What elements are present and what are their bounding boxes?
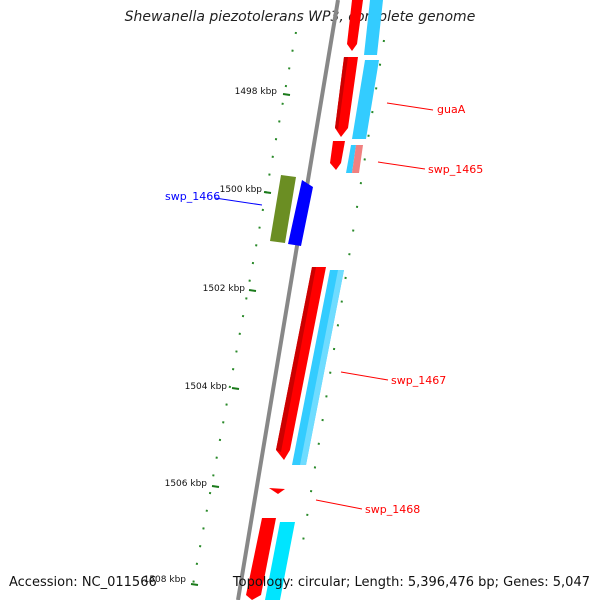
genome-summary-text: Topology: circular; Length: 5,396,476 bp… — [232, 575, 590, 590]
leader-swp-1468 — [315, 499, 363, 510]
gene-label-swp-1465[interactable]: swp_1465 — [428, 163, 483, 176]
cds-arrow[interactable] — [269, 488, 285, 494]
gene-bar[interactable] — [346, 145, 356, 173]
major-tick-1498 — [282, 93, 291, 96]
kbp-label: 1508 kbp — [144, 575, 187, 585]
gene-highlight — [300, 270, 344, 465]
gene-bar[interactable] — [364, 0, 383, 55]
feature-guaA[interactable] — [335, 57, 379, 139]
cds-shade — [276, 267, 316, 452]
kbp-label: 1506 kbp — [165, 479, 208, 489]
gene-label-guaA[interactable]: guaA — [437, 103, 466, 116]
major-tick-1504 — [231, 387, 240, 390]
major-tick-1508 — [190, 583, 199, 586]
leader-swp-1465 — [377, 161, 426, 170]
kbp-label: 1504 kbp — [185, 382, 228, 392]
major-tick-1502 — [248, 289, 257, 292]
gene-bar[interactable] — [270, 175, 296, 243]
kbp-label: 1500 kbp — [220, 185, 263, 195]
accession-text: Accession: NC_011566 — [9, 575, 157, 590]
major-tick-1506 — [211, 485, 220, 488]
cds-arrow[interactable] — [330, 141, 345, 170]
feature-swp-1467[interactable] — [276, 267, 344, 465]
feature-swp-1465[interactable] — [330, 141, 363, 173]
map-title: Shewanella piezotolerans WP3, complete g… — [124, 9, 476, 25]
gene-label-swp-1466[interactable]: swp_1466 — [165, 190, 220, 203]
minor-ticks — [191, 31, 297, 591]
feature-swp-1468[interactable] — [269, 488, 285, 494]
gene-label-swp-1467[interactable]: swp_1467 — [391, 374, 446, 387]
feature-swp-1466[interactable] — [270, 175, 313, 246]
leader-swp-1467 — [340, 371, 389, 381]
leader-guaA — [386, 102, 434, 111]
cds-arrow[interactable] — [288, 180, 313, 246]
scale-ruler: 1498 kbp 1500 kbp 1502 kbp 1504 kbp 1506… — [144, 31, 297, 591]
leader-swp-1466 — [214, 197, 263, 206]
major-tick-1500 — [263, 191, 272, 194]
gene-label-swp-1468[interactable]: swp_1468 — [365, 503, 420, 516]
kbp-label: 1502 kbp — [203, 284, 246, 294]
feature-top[interactable] — [347, 0, 383, 55]
gene-bar[interactable] — [352, 60, 379, 139]
cds-arrow[interactable] — [335, 57, 358, 137]
feature-bottom[interactable] — [246, 518, 295, 600]
pseudo-bar[interactable] — [352, 145, 363, 173]
kbp-label: 1498 kbp — [235, 87, 278, 97]
genome-backbone — [236, 0, 340, 600]
gene-bar[interactable] — [265, 522, 295, 600]
cds-arrow[interactable] — [347, 0, 363, 51]
cds-arrow[interactable] — [246, 518, 276, 600]
cds-shade — [335, 57, 348, 130]
